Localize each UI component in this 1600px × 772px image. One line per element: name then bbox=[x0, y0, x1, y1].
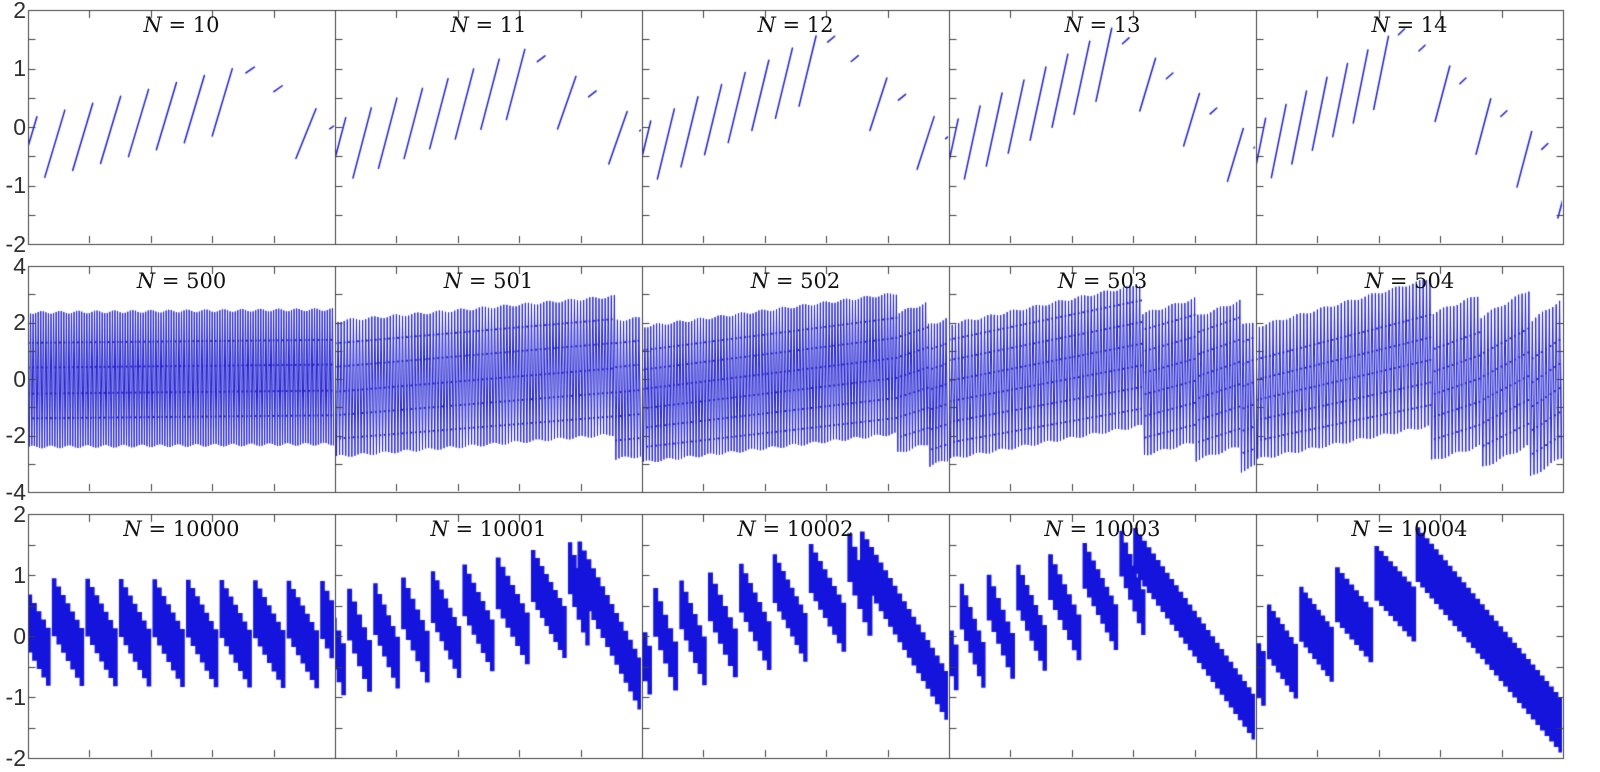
plots-canvas bbox=[0, 0, 1600, 772]
figure: 2 1 0 -1 -2 4 2 0 -2 -4 2 1 0 -1 -2 N = 10 N = 11 N = 12 N… bbox=[0, 0, 1600, 772]
